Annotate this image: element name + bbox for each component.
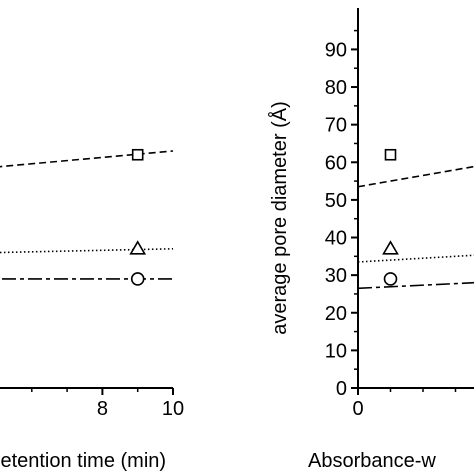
right-fit-line-circle xyxy=(357,281,474,290)
right-y-tick-label: 40 xyxy=(325,228,347,250)
right-fit-line-triangle xyxy=(357,254,474,263)
left-fit-line-triangle xyxy=(0,248,174,254)
left-marker-triangle xyxy=(129,240,147,255)
right-y-tick-label: 70 xyxy=(325,115,347,137)
right-x-tick-label: 0 xyxy=(352,398,363,420)
right-y-tick-label: 50 xyxy=(325,190,347,212)
left-panel: 8 10 xyxy=(0,148,184,420)
left-x-tick-label: 10 xyxy=(162,398,184,420)
right-y-tick-label: 90 xyxy=(325,39,347,61)
left-x-axis-label: Retention time (min) xyxy=(0,450,166,472)
left-marker-square xyxy=(131,148,144,161)
right-marker-circle xyxy=(383,272,398,286)
right-y-tick-label: 30 xyxy=(325,265,347,287)
right-fit-line-square xyxy=(357,165,474,188)
right-panel: 020102030405060708090 xyxy=(325,8,474,420)
right-y-tick-label: 20 xyxy=(325,303,347,325)
right-y-tick-label: 0 xyxy=(336,378,347,400)
right-marker-triangle xyxy=(382,240,399,255)
right-y-tick-label: 80 xyxy=(325,77,347,99)
right-y-tick-label: 10 xyxy=(325,340,347,362)
right-y-tick-label: 60 xyxy=(325,152,347,174)
left-x-tick-label: 8 xyxy=(97,398,108,420)
left-marker-circle xyxy=(130,272,145,286)
right-y-axis-label: average pore diameter (Å) xyxy=(268,101,291,334)
right-marker-square xyxy=(384,148,397,161)
left-fit-line-square xyxy=(0,150,174,168)
right-x-axis-label: Absorbance-w xyxy=(308,450,436,472)
